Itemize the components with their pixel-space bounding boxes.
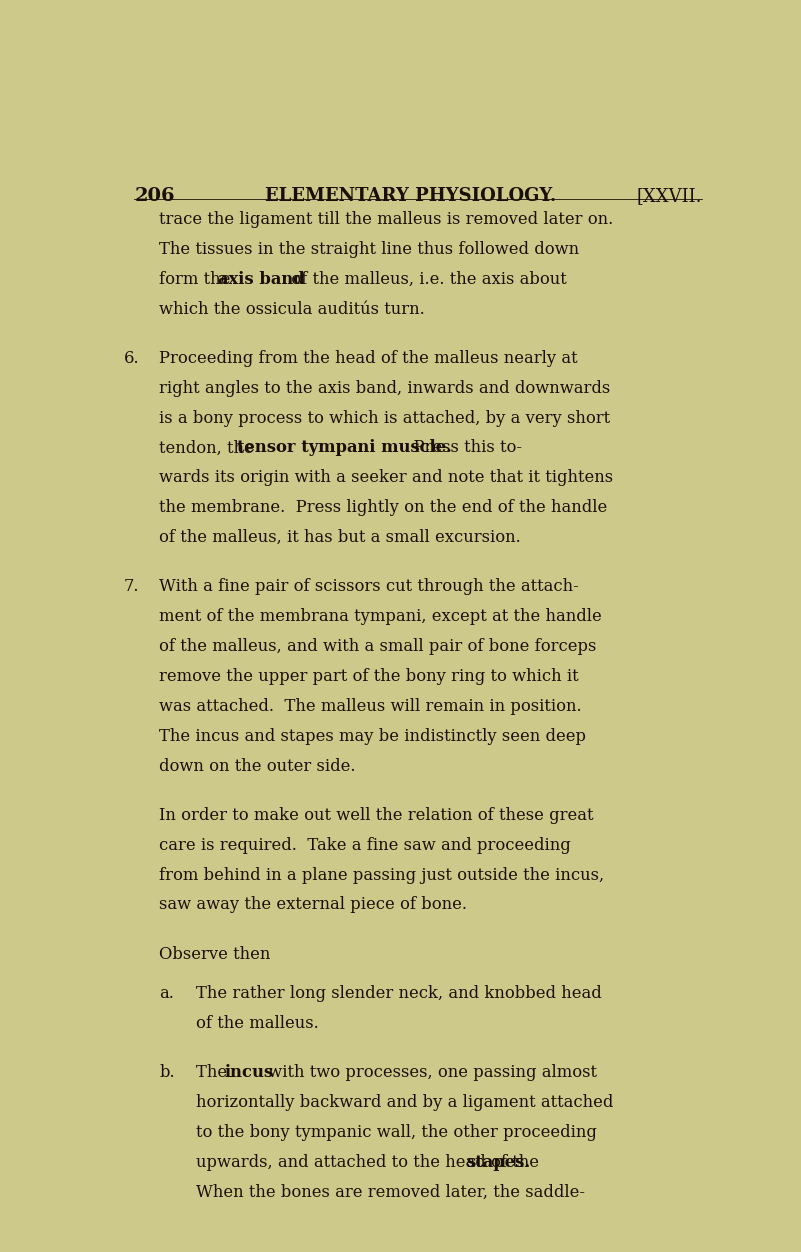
Text: right angles to the axis band, inwards and downwards: right angles to the axis band, inwards a… — [159, 379, 610, 397]
Text: tendon, the: tendon, the — [159, 439, 259, 457]
Text: In order to make out well the relation of these great: In order to make out well the relation o… — [159, 806, 594, 824]
Text: 7.: 7. — [123, 578, 139, 595]
Text: the membrane.  Press lightly on the end of the handle: the membrane. Press lightly on the end o… — [159, 500, 607, 516]
Text: When the bones are removed later, the saddle-: When the bones are removed later, the sa… — [196, 1183, 586, 1201]
Text: remove the upper part of the bony ring to which it: remove the upper part of the bony ring t… — [159, 667, 579, 685]
Text: upwards, and attached to the head of the: upwards, and attached to the head of the — [196, 1154, 545, 1171]
Text: The incus and stapes may be indistinctly seen deep: The incus and stapes may be indistinctly… — [159, 727, 586, 745]
Text: [XXVII.: [XXVII. — [637, 187, 702, 205]
Text: saw away the external piece of bone.: saw away the external piece of bone. — [159, 896, 467, 914]
Text: was attached.  The malleus will remain in position.: was attached. The malleus will remain in… — [159, 697, 582, 715]
Text: ment of the membrana tympani, except at the handle: ment of the membrana tympani, except at … — [159, 608, 602, 625]
Text: Press this to-: Press this to- — [403, 439, 522, 457]
Text: 206: 206 — [135, 187, 175, 205]
Text: is a bony process to which is attached, by a very short: is a bony process to which is attached, … — [159, 409, 610, 427]
Text: of the malleus.: of the malleus. — [196, 1015, 319, 1032]
Text: with two processes, one passing almost: with two processes, one passing almost — [263, 1064, 597, 1082]
Text: care is required.  Take a fine saw and proceeding: care is required. Take a fine saw and pr… — [159, 836, 571, 854]
Text: The: The — [196, 1064, 233, 1082]
Text: 6.: 6. — [123, 349, 139, 367]
Text: ELEMENTARY PHYSIOLOGY.: ELEMENTARY PHYSIOLOGY. — [265, 187, 556, 205]
Text: of the malleus, and with a small pair of bone forceps: of the malleus, and with a small pair of… — [159, 639, 597, 655]
Text: down on the outer side.: down on the outer side. — [159, 757, 356, 775]
Text: which the ossicula auditús turn.: which the ossicula auditús turn. — [159, 300, 425, 318]
Text: a.: a. — [159, 985, 174, 1002]
Text: With a fine pair of scissors cut through the attach-: With a fine pair of scissors cut through… — [159, 578, 579, 595]
Text: incus: incus — [224, 1064, 274, 1082]
Text: form the: form the — [159, 270, 235, 288]
Text: Proceeding from the head of the malleus nearly at: Proceeding from the head of the malleus … — [159, 349, 578, 367]
Text: axis band: axis band — [219, 270, 305, 288]
Text: wards its origin with a seeker and note that it tightens: wards its origin with a seeker and note … — [159, 470, 614, 486]
Text: horizontally backward and by a ligament attached: horizontally backward and by a ligament … — [196, 1094, 614, 1111]
Text: of the malleus, it has but a small excursion.: of the malleus, it has but a small excur… — [159, 530, 521, 546]
Text: of the malleus, i.e. the axis about: of the malleus, i.e. the axis about — [286, 270, 566, 288]
Text: to the bony tympanic wall, the other proceeding: to the bony tympanic wall, the other pro… — [196, 1124, 598, 1141]
Text: The tissues in the straight line thus followed down: The tissues in the straight line thus fo… — [159, 240, 579, 258]
Text: b.: b. — [159, 1064, 175, 1082]
Text: trace the ligament till the malleus is removed later on.: trace the ligament till the malleus is r… — [159, 212, 614, 228]
Text: from behind in a plane passing just outside the incus,: from behind in a plane passing just outs… — [159, 866, 604, 884]
Text: stapes.: stapes. — [466, 1154, 530, 1171]
Text: Observe then: Observe then — [159, 945, 271, 963]
Text: The rather long slender neck, and knobbed head: The rather long slender neck, and knobbe… — [196, 985, 602, 1002]
Text: tensor tympani muscle.: tensor tympani muscle. — [236, 439, 452, 457]
